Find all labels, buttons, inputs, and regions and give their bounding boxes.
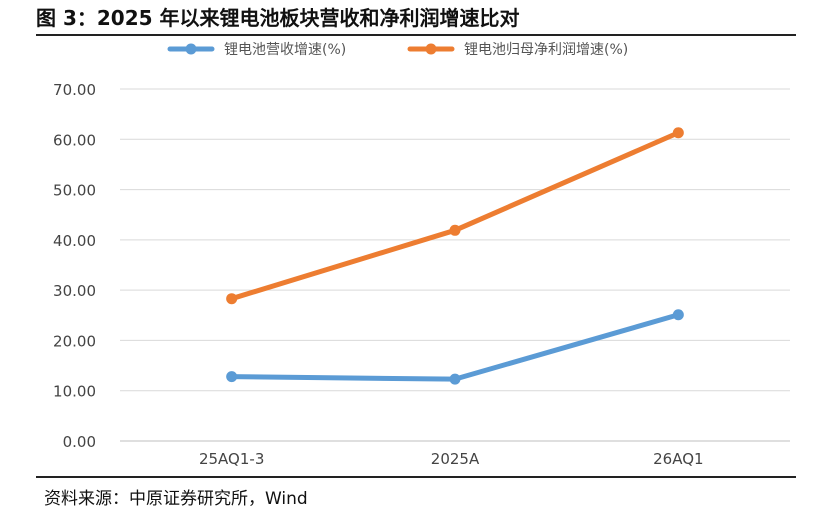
- legend-label: 锂电池归母净利润增速(%): [464, 41, 628, 58]
- x-tick-label: 26AQ1: [653, 450, 703, 468]
- series-1: [226, 309, 684, 385]
- y-tick-label: 40.00: [53, 232, 96, 250]
- y-tick-label: 20.00: [53, 332, 96, 350]
- series-layer: [226, 127, 684, 385]
- legend-marker: [185, 43, 197, 55]
- legend-item-2: 锂电池归母净利润增速(%): [407, 41, 628, 58]
- x-tick-label: 25AQ1-3: [199, 450, 264, 468]
- y-tick-label: 10.00: [53, 383, 96, 401]
- data-point: [672, 127, 684, 139]
- series-line: [229, 130, 681, 302]
- y-tick-label: 70.00: [53, 81, 96, 99]
- x-axis: 25AQ1-3 2025A 26AQ1: [120, 440, 790, 468]
- x-tick-label: 2025A: [431, 450, 480, 468]
- line-chart: 0.0010.0020.0030.0040.0050.0060.0070.00 …: [53, 41, 790, 468]
- data-point: [226, 293, 238, 305]
- y-axis: 0.00 10.00 20.00 30.00 40.00 50.00 60.00 70.00: [53, 81, 96, 451]
- y-tick-label: 50.00: [53, 182, 96, 200]
- data-point: [226, 371, 238, 383]
- data-point: [449, 373, 461, 385]
- y-tick-label: 60.00: [53, 131, 96, 149]
- figure-title: 图 3：2025 年以来锂电池板块营收和净利润增速比对: [36, 6, 520, 30]
- bottom-rule: [36, 476, 796, 478]
- y-tick-label: 0.00: [63, 433, 96, 451]
- legend-item-1: 锂电池营收增速(%): [167, 42, 346, 58]
- source-note: 资料来源：中原证券研究所，Wind: [44, 489, 308, 509]
- legend-label: 锂电池营收增速(%): [224, 42, 346, 58]
- legend-marker: [425, 43, 437, 55]
- series-line: [229, 312, 681, 382]
- top-rule: [36, 34, 796, 36]
- data-point: [672, 309, 684, 321]
- y-tick-label: 30.00: [53, 282, 96, 300]
- legend: 锂电池营收增速(%) 锂电池归母净利润增速(%): [167, 41, 628, 58]
- series-2: [226, 127, 684, 305]
- gridlines: [120, 88, 790, 392]
- data-point: [449, 224, 461, 236]
